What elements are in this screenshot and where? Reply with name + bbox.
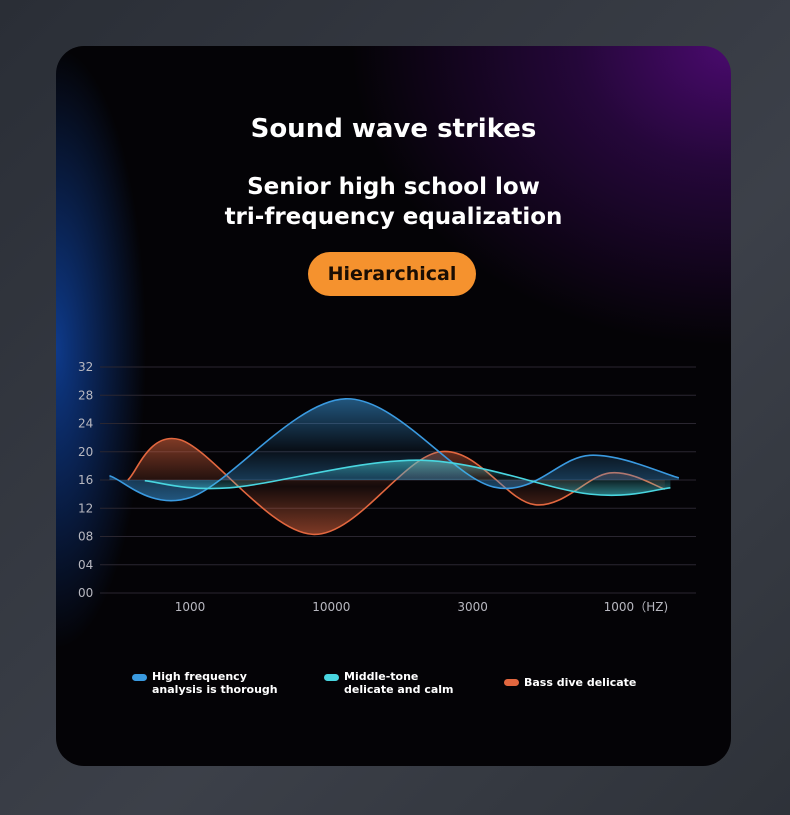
- y-tick-label: 20: [78, 445, 93, 459]
- legend-text: Middle-tone: [344, 670, 419, 683]
- legend-mid: Middle-tone delicate and calm: [324, 670, 454, 696]
- legend-high: High frequency analysis is thorough: [132, 670, 278, 696]
- series-line: [109, 397, 680, 502]
- eq-chart: 32 28 24 20 16 12 08 04 00 1000 10000 3000 1000（HZ): [78, 360, 696, 614]
- legend-text: Bass dive delicate: [524, 676, 637, 689]
- legend-text: analysis is thorough: [152, 683, 278, 696]
- series-line: [144, 459, 671, 497]
- product-card: Sound wave strikes Senior high school lo…: [56, 46, 731, 766]
- legend-swatch-mid: [324, 674, 339, 681]
- series-area: [144, 460, 671, 496]
- hierarchical-badge: Hierarchical: [308, 252, 476, 296]
- title: Sound wave strikes: [250, 114, 537, 144]
- subtitle: Senior high school low tri-frequency equ…: [56, 172, 731, 232]
- y-tick-label: 16: [78, 473, 93, 487]
- series-area: [109, 398, 679, 501]
- legend-swatch-high: [132, 674, 147, 681]
- subtitle-line-2: tri-frequency equalization: [224, 204, 563, 230]
- subtitle-line-1: Senior high school low: [247, 174, 540, 200]
- y-tick-label: 00: [78, 586, 93, 600]
- y-tick-label: 28: [78, 388, 93, 402]
- y-tick-label: 08: [78, 530, 93, 544]
- y-tick-label: 04: [78, 558, 93, 572]
- x-tick-label: 3000: [457, 600, 488, 614]
- x-tick-label: 10000: [312, 600, 350, 614]
- y-tick-label: 24: [78, 417, 93, 431]
- y-tick-label: 32: [78, 360, 93, 374]
- legend-text: High frequency: [152, 670, 247, 683]
- legend-swatch-bass: [504, 679, 519, 686]
- y-tick-label: 12: [78, 501, 93, 515]
- legend-bass: Bass dive delicate: [504, 676, 636, 689]
- x-tick-label: 1000（HZ): [604, 600, 668, 614]
- x-tick-label: 1000: [175, 600, 206, 614]
- legend-text: delicate and calm: [344, 683, 454, 696]
